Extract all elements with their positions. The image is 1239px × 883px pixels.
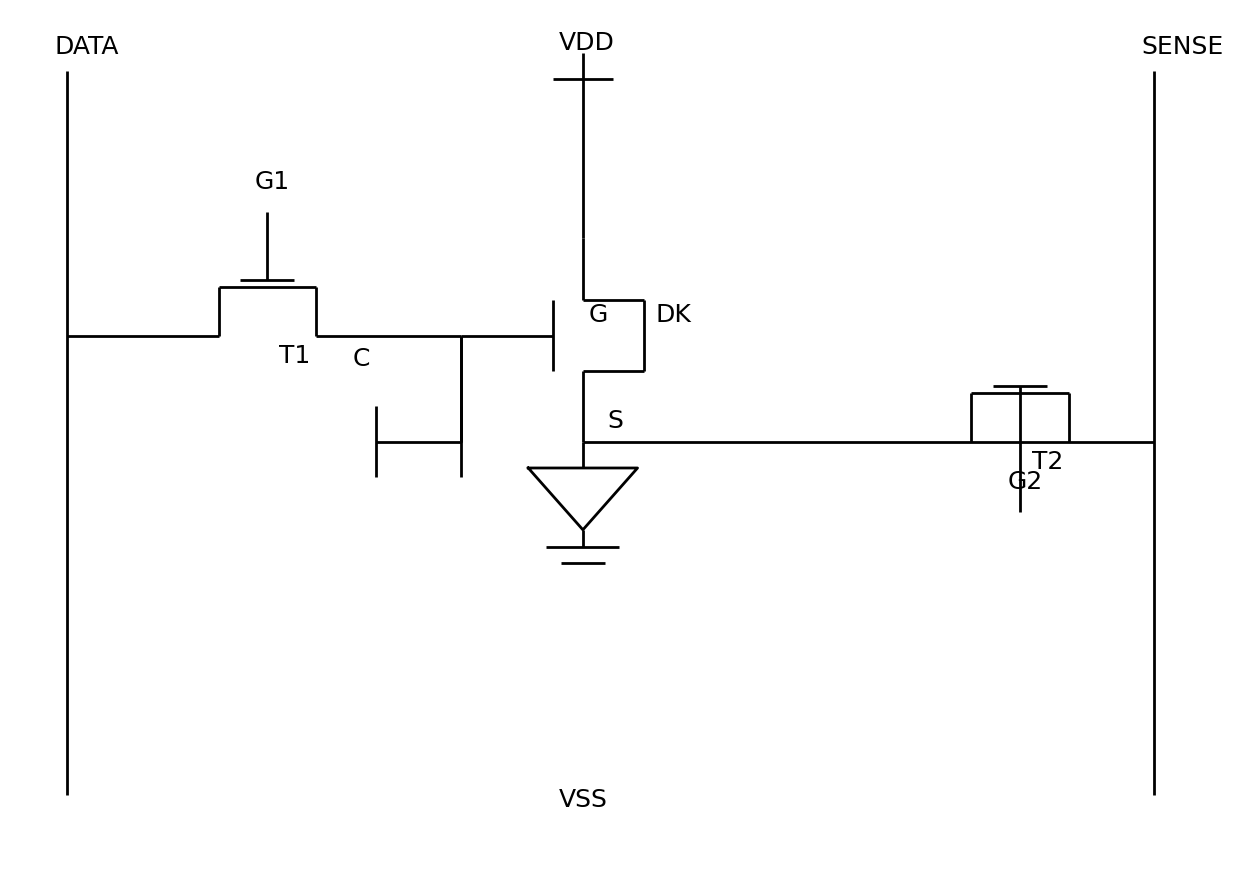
Text: T1: T1 [279,344,311,368]
Text: G2: G2 [1007,471,1043,494]
Text: DATA: DATA [55,35,119,59]
Text: VDD: VDD [559,31,615,55]
Text: G: G [589,303,608,327]
Text: DK: DK [655,303,691,327]
Text: G1: G1 [255,170,290,194]
Text: C: C [352,347,369,371]
Text: SENSE: SENSE [1141,35,1224,59]
Text: S: S [607,409,623,433]
Text: T2: T2 [1032,450,1063,474]
Text: VSS: VSS [559,789,607,812]
